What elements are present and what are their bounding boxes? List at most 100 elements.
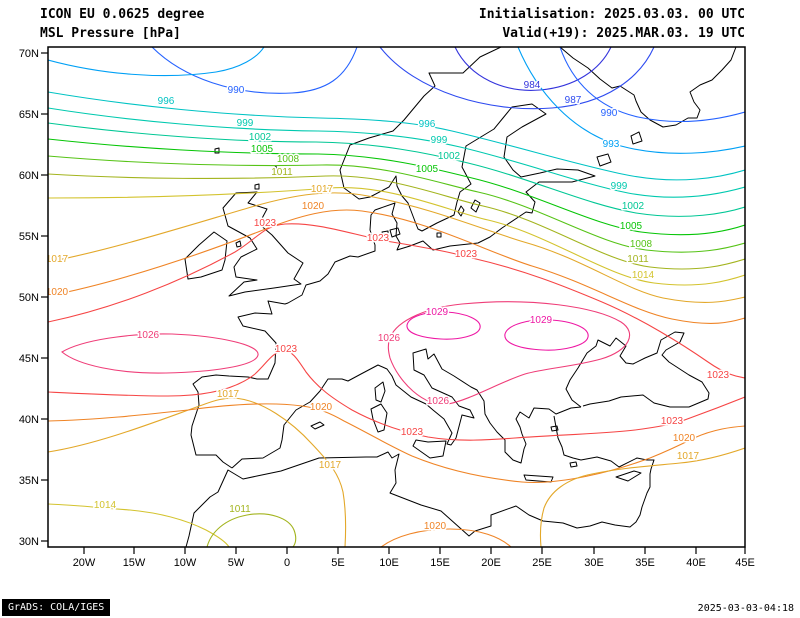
isobar-label-1017: 1017 bbox=[311, 184, 334, 195]
isobar-1014 bbox=[48, 503, 230, 547]
island-bornholm bbox=[436, 232, 442, 238]
coastline-black-sea bbox=[565, 331, 710, 408]
isobar-label-1029: 1029 bbox=[426, 307, 449, 318]
lake-ladoga bbox=[596, 153, 612, 167]
coastlines bbox=[184, 47, 737, 547]
island-oland bbox=[457, 205, 465, 217]
island-fyn bbox=[381, 230, 389, 237]
isobar-1008 bbox=[48, 155, 745, 253]
isobar-label-1008: 1008 bbox=[277, 154, 300, 165]
isobar-987 bbox=[379, 47, 655, 110]
isobar-label-1014: 1014 bbox=[94, 500, 117, 511]
isobar-label-1020: 1020 bbox=[673, 433, 696, 444]
lat-label-45N: 45N bbox=[19, 353, 39, 365]
isobar-990 bbox=[151, 47, 358, 94]
isobar-label-1017: 1017 bbox=[217, 389, 240, 400]
isobar-label-984: 984 bbox=[524, 80, 541, 91]
isobar-label-1011: 1011 bbox=[271, 167, 293, 178]
isobar-1017 bbox=[48, 397, 347, 547]
lon-label-40E: 40E bbox=[686, 557, 706, 569]
isobar-label-1002: 1002 bbox=[249, 132, 272, 143]
lon-label-15E: 15E bbox=[430, 557, 450, 569]
isobar-999 bbox=[48, 107, 745, 198]
island-man bbox=[235, 240, 242, 248]
isobar-label-1014: 1014 bbox=[632, 270, 655, 281]
lat-label-65N: 65N bbox=[19, 109, 39, 121]
grads-credit-badge: GrADS: COLA/IGES bbox=[2, 599, 111, 616]
island-cyprus bbox=[615, 470, 642, 482]
lat-label-55N: 55N bbox=[19, 231, 39, 243]
lon-label-35E: 35E bbox=[635, 557, 655, 569]
variable-title: MSL Pressure [hPa] bbox=[40, 26, 181, 41]
isobar-1026 bbox=[387, 301, 631, 405]
isobar-label-1026: 1026 bbox=[137, 330, 160, 341]
isobar-1020 bbox=[48, 209, 745, 324]
island-mallorca bbox=[310, 421, 325, 430]
lat-label-50N: 50N bbox=[19, 292, 39, 304]
isobar-1002 bbox=[48, 122, 745, 217]
isobar-label-1029: 1029 bbox=[530, 315, 553, 326]
isobar-1014 bbox=[48, 187, 745, 286]
isobar-label-1017: 1017 bbox=[677, 451, 700, 462]
isobar-990 bbox=[559, 47, 745, 122]
isobar-label-993: 993 bbox=[603, 139, 620, 150]
island-crete bbox=[523, 474, 554, 483]
isobar-label-1002: 1002 bbox=[438, 151, 461, 162]
lake-onega bbox=[630, 131, 643, 145]
lat-label-70N: 70N bbox=[19, 48, 39, 60]
lon-label-20E: 20E bbox=[481, 557, 501, 569]
island-lesbos bbox=[550, 425, 559, 432]
isobar-label-1005: 1005 bbox=[620, 221, 643, 232]
isobar-label-1026: 1026 bbox=[378, 333, 401, 344]
isobar-label-1020: 1020 bbox=[424, 521, 447, 532]
initialisation-time: Initialisation: 2025.03.03. 00 UTC bbox=[478, 7, 745, 22]
island-sicily bbox=[412, 439, 447, 459]
lat-label-35N: 35N bbox=[19, 475, 39, 487]
isobar-996 bbox=[48, 91, 745, 181]
isobar-label-1023: 1023 bbox=[661, 416, 684, 427]
isobar-1017 bbox=[48, 192, 745, 303]
model-title: ICON EU 0.0625 degree bbox=[40, 7, 205, 22]
lon-label-5E: 5E bbox=[331, 557, 344, 569]
isobar-label-990: 990 bbox=[601, 108, 618, 119]
island-orkney bbox=[254, 183, 260, 190]
island-sardinia bbox=[370, 403, 388, 433]
isobar-984 bbox=[454, 47, 612, 91]
isobar-label-1023: 1023 bbox=[455, 249, 478, 260]
isobar-label-999: 999 bbox=[611, 181, 628, 192]
isobar-1020 bbox=[380, 528, 512, 547]
coastline-africa-levant bbox=[185, 415, 655, 547]
isobar-label-999: 999 bbox=[431, 135, 448, 146]
isobar-label-1020: 1020 bbox=[46, 287, 69, 298]
isobar-label-1002: 1002 bbox=[622, 201, 645, 212]
coastline-europe-atlantic bbox=[190, 47, 596, 469]
island-gotland bbox=[470, 199, 481, 213]
isobar-label-990: 990 bbox=[228, 85, 245, 96]
isobar-1029 bbox=[406, 311, 481, 340]
isobar-label-1020: 1020 bbox=[310, 402, 333, 413]
valid-time: Valid(+19): 2025.MAR.03. 19 UTC bbox=[502, 26, 745, 41]
coastline-kola-white-sea bbox=[559, 47, 737, 128]
lon-label-10W: 10W bbox=[174, 557, 197, 569]
isobar-1011 bbox=[206, 513, 297, 547]
isobar-label-1026: 1026 bbox=[427, 396, 450, 407]
isobar-label-1020: 1020 bbox=[302, 201, 325, 212]
coastline-great-britain bbox=[222, 191, 304, 297]
isobar-993 bbox=[48, 47, 265, 77]
lon-label-25E: 25E bbox=[532, 557, 552, 569]
island-rhodes bbox=[569, 461, 578, 468]
isobar-label-1011: 1011 bbox=[627, 254, 649, 265]
isobar-label-1023: 1023 bbox=[254, 218, 277, 229]
island-corsica bbox=[374, 381, 386, 403]
isobar-label-1023: 1023 bbox=[707, 370, 730, 381]
lat-label-30N: 30N bbox=[19, 536, 39, 548]
isobar-label-996: 996 bbox=[419, 119, 436, 130]
isobar-993 bbox=[517, 47, 745, 154]
isobar-1029 bbox=[504, 319, 589, 351]
island-zealand bbox=[389, 227, 401, 238]
isobar-1026 bbox=[61, 333, 259, 374]
isobar-lines bbox=[48, 47, 745, 547]
lon-label-5W: 5W bbox=[228, 557, 245, 569]
